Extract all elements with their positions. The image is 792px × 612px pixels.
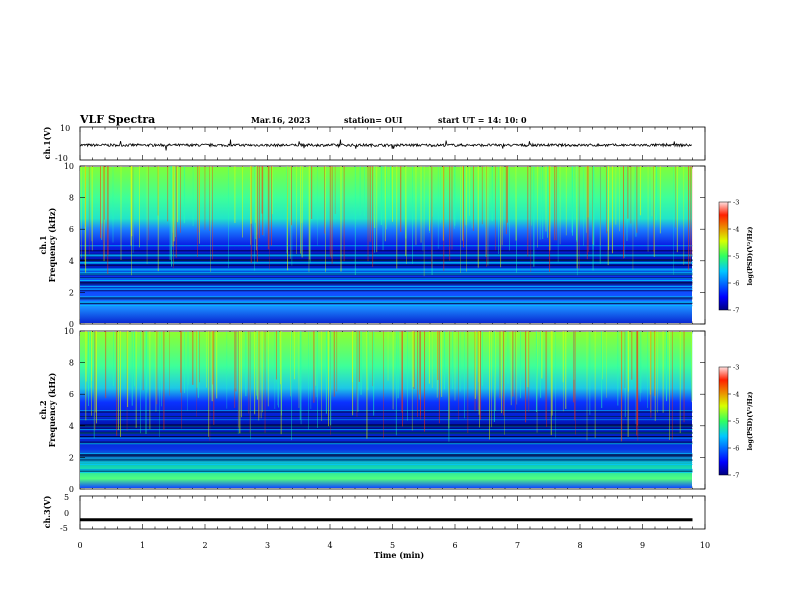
- colorbar-tick-label: -3: [733, 199, 739, 207]
- x-axis-label: Time (min): [374, 550, 424, 560]
- colorbar-tick-label: -7: [733, 307, 739, 315]
- ch3-ytick-bottom: -5: [60, 524, 68, 533]
- ch3-ytick-mid: 0: [64, 509, 69, 518]
- ch3-ytick-top: 5: [64, 493, 69, 502]
- ch1-colorbar-label: log(PSD)(V²/Hz): [746, 227, 754, 286]
- x-tick-label: 5: [390, 541, 395, 550]
- colorbar-tick-label: -4: [733, 226, 739, 234]
- ch2-colorbar: [719, 367, 728, 475]
- ch3-waveform-ylabel: ch.3(V): [42, 495, 52, 528]
- y-tick-label: 2: [69, 288, 74, 297]
- x-tick-label: 0: [77, 541, 82, 550]
- x-tick-label: 7: [515, 541, 520, 550]
- figure-title: VLF Spectra: [79, 113, 155, 126]
- y-tick-label: 0: [69, 320, 74, 329]
- ch1-waveform-ylabel: ch.1(V): [42, 126, 52, 159]
- y-tick-label: 10: [64, 162, 74, 171]
- x-tick-label: 4: [327, 541, 332, 550]
- colorbar-tick-label: -3: [733, 364, 739, 372]
- colorbar-tick-label: -4: [733, 391, 739, 399]
- colorbar-tick-label: -6: [733, 445, 739, 453]
- x-tick-label: 10: [700, 541, 710, 550]
- ch2-frequency-ylabel: Frequency (kHz): [47, 372, 57, 447]
- ch2-colorbar-label: log(PSD)(V²/Hz): [746, 392, 754, 451]
- y-tick-label: 4: [69, 257, 74, 266]
- x-tick-label: 6: [452, 541, 457, 550]
- colorbar-frame: [718, 201, 729, 311]
- ch1-ytick-bottom: -10: [55, 154, 68, 163]
- y-tick-label: 10: [64, 327, 74, 336]
- ch1-channel-label: ch.1: [38, 235, 48, 254]
- no-data-region: [692, 167, 705, 323]
- ch1-waveform-panel: 10 -10 ch.1(V): [42, 124, 693, 163]
- ch2-channel-label: ch.2: [38, 400, 48, 419]
- x-tick-label: 1: [140, 541, 145, 550]
- y-tick-label: 0: [69, 485, 74, 494]
- y-tick-label: 2: [69, 453, 74, 462]
- x-tick-label: 8: [577, 541, 582, 550]
- start-time-label: start UT = 14: 10: 0: [438, 115, 527, 125]
- colorbar-tick-label: -6: [733, 280, 739, 288]
- colorbar-tick-label: -5: [733, 418, 739, 426]
- x-tick-label: 3: [265, 541, 270, 550]
- ch1-ytick-top: 10: [60, 124, 70, 133]
- y-tick-label: 8: [69, 359, 74, 368]
- colorbar-tick-label: -7: [733, 472, 739, 480]
- ch3-waveform-panel: 5 0 -5 ch.3(V): [42, 493, 693, 533]
- y-tick-label: 4: [69, 422, 74, 431]
- no-data-region: [692, 332, 705, 488]
- ch1-waveform-line: [79, 139, 693, 151]
- x-tick-label: 2: [202, 541, 207, 550]
- y-tick-label: 6: [69, 390, 74, 399]
- ch1-colorbar: [719, 202, 728, 310]
- colorbar-frame: [718, 366, 729, 476]
- date-label: Mar.16, 2023: [251, 115, 311, 125]
- ch1-frequency-ylabel: Frequency (kHz): [47, 207, 57, 282]
- station-label: station= OUI: [344, 115, 403, 125]
- y-tick-label: 6: [69, 225, 74, 234]
- y-tick-label: 8: [69, 194, 74, 203]
- x-tick-label: 9: [640, 541, 645, 550]
- colorbar-tick-label: -5: [733, 253, 739, 261]
